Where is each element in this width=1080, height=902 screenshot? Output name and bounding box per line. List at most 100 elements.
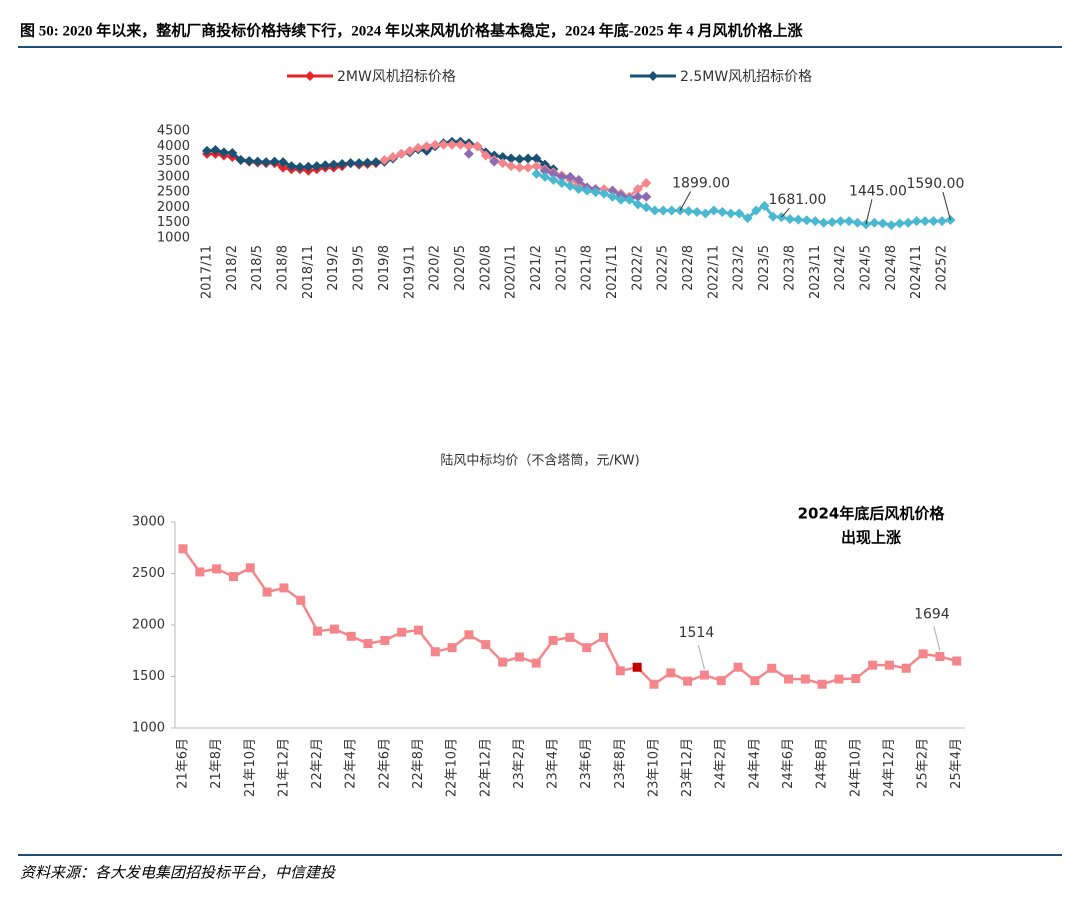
leader-line [942,191,951,221]
x-tick-label: 2024/8 [884,245,899,291]
x-tick-label: 2021/8 [580,245,595,291]
marker [523,153,534,164]
marker [699,670,709,680]
x-tick-label: 22年2月 [310,738,325,789]
marker [421,141,432,152]
marker [523,162,534,173]
marker [286,161,297,172]
marker [195,567,205,577]
x-tick-label: 2022/2 [630,245,645,291]
marker [430,139,441,150]
marker [278,162,289,173]
marker [582,185,593,196]
x-tick-label: 23年8月 [613,738,628,789]
marker [278,157,289,168]
y-tick-label: 1500 [157,215,190,230]
marker [767,663,777,673]
marker [599,632,608,642]
x-tick-label: 2023/5 [757,245,772,291]
leader-line [697,644,705,670]
marker [844,216,855,227]
marker [303,161,314,172]
marker [311,161,322,172]
x-tick-label: 24年6月 [781,738,796,789]
marker [742,213,753,224]
marker [328,159,339,170]
x-tick-label: 22年8月 [411,738,426,789]
marker [648,71,658,81]
x-tick-label: 22年12月 [478,738,493,797]
marker [404,145,415,156]
x-tick-label: 2019/11 [402,245,417,299]
marker [413,142,424,153]
marker [751,205,762,216]
x-tick-label: 23年6月 [579,738,594,789]
marker [615,194,626,205]
x-tick-label: 2023/8 [782,245,797,291]
x-tick-label: 2024/11 [909,245,924,299]
marker [227,148,238,159]
marker [565,171,576,182]
marker [480,150,491,161]
marker [497,151,508,162]
leader-line [865,199,873,225]
y-tick-label: 1000 [132,721,165,736]
marker [573,174,584,185]
marker [615,666,625,676]
marker [244,155,255,166]
marker [920,216,931,227]
data-label: 1445.00 [849,183,907,199]
leader-line [679,191,692,211]
marker [632,184,643,195]
data-label: 1681.00 [769,192,827,208]
x-tick-label: 2018/2 [225,245,240,291]
marker [801,215,812,226]
marker [590,187,601,198]
marker [210,144,221,155]
marker [901,663,911,673]
leader-line [933,626,941,651]
x-tick-label: 24年12月 [882,738,897,797]
x-tick-label: 23年10月 [646,738,661,797]
marker [565,181,576,192]
marker [827,217,838,228]
marker [818,217,829,228]
x-tick-label: 21年8月 [209,738,224,789]
marker [649,679,659,689]
annotation: 2024年底后风机价格 [798,505,946,523]
marker [506,153,517,164]
marker [632,199,643,210]
marker [294,162,305,173]
marker [481,640,491,650]
marker [911,216,922,227]
marker [784,674,794,684]
x-tick-label: 2019/8 [377,245,392,291]
marker [262,587,272,597]
marker [952,656,962,666]
x-tick-label: 24年10月 [848,738,863,797]
x-tick-label: 2021/2 [529,245,544,291]
annotation: 出现上涨 [841,529,901,547]
marker [202,145,212,156]
x-tick-label: 23年2月 [512,738,527,789]
marker [624,194,635,205]
x-tick-label: 2023/11 [808,245,823,299]
marker [768,211,779,222]
series-line [181,548,958,686]
data-label: 1899.00 [672,176,730,192]
marker [320,160,331,171]
marker [218,147,229,158]
marker [666,668,676,678]
x-tick-label: 21年10月 [243,738,258,797]
x-tick-label: 25年2月 [916,738,931,789]
marker [370,157,381,168]
marker [734,208,745,219]
marker [396,148,407,159]
marker [641,202,652,213]
marker [632,191,643,202]
marker [607,185,618,196]
x-tick-label: 2020/2 [428,245,443,291]
marker [935,652,945,662]
x-tick-label: 2021/5 [554,245,569,291]
marker [725,208,736,219]
